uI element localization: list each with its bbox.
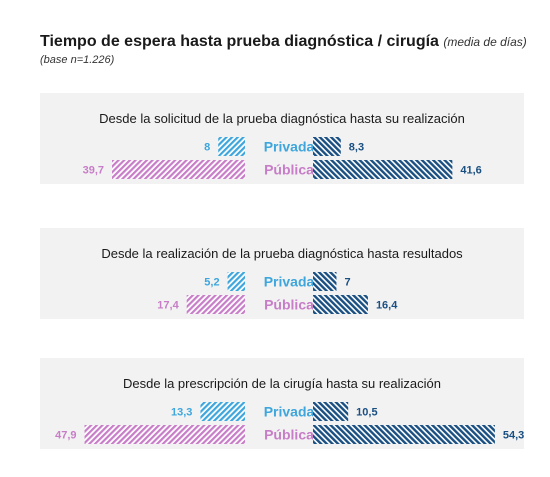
value-right-publica: 16,4 [376,300,398,312]
bar-left-privada [218,137,245,156]
value-left-publica: 39,7 [83,165,104,177]
value-left-publica: 47,9 [55,430,76,442]
value-left-privada: 8 [204,142,210,154]
panel-3: Desde la prescripción de la cirugía hast… [40,358,524,449]
bar-left-publica [112,160,245,179]
value-right-privada: 7 [344,277,350,289]
panel-1: Desde la solicitud de la prueba diagnóst… [40,93,524,184]
sector-label-publica: Pública [264,297,314,313]
bar-left-privada [227,272,245,291]
bar-left-publica [84,425,245,444]
bar-left-privada [200,402,245,421]
bar-right-privada [313,272,337,291]
bar-right-publica [313,295,368,314]
value-right-publica: 41,6 [460,165,481,177]
value-right-privada: 8,3 [349,142,364,154]
chart-title: Tiempo de espera hasta prueba diagnóstic… [40,33,439,50]
title-block: Tiempo de espera hasta prueba diagnóstic… [40,34,540,68]
value-left-privada: 5,2 [204,277,219,289]
sector-label-publica: Pública [264,162,314,178]
bar-left-publica [186,295,245,314]
panel-title: Desde la realización de la prueba diagnó… [101,246,463,261]
bar-right-privada [313,402,349,421]
sector-label-privada: Privada [264,404,315,420]
bar-right-privada [313,137,341,156]
sector-label-publica: Pública [264,427,314,443]
value-right-publica: 54,3 [503,430,524,442]
panel-title: Desde la solicitud de la prueba diagnóst… [99,111,465,126]
panel-2: Desde la realización de la prueba diagnó… [40,228,524,319]
value-right-privada: 10,5 [356,407,377,419]
bar-right-publica [313,425,495,444]
sector-label-privada: Privada [264,139,315,155]
value-left-publica: 17,4 [157,300,179,312]
panel-background [40,228,524,319]
panel-title: Desde la prescripción de la cirugía hast… [123,376,441,391]
sector-label-privada: Privada [264,274,315,290]
bar-right-publica [313,160,453,179]
value-left-privada: 13,3 [171,407,192,419]
base-note: (base n=1.226) [40,54,115,66]
chart-title-note: (media de días) [443,35,527,49]
